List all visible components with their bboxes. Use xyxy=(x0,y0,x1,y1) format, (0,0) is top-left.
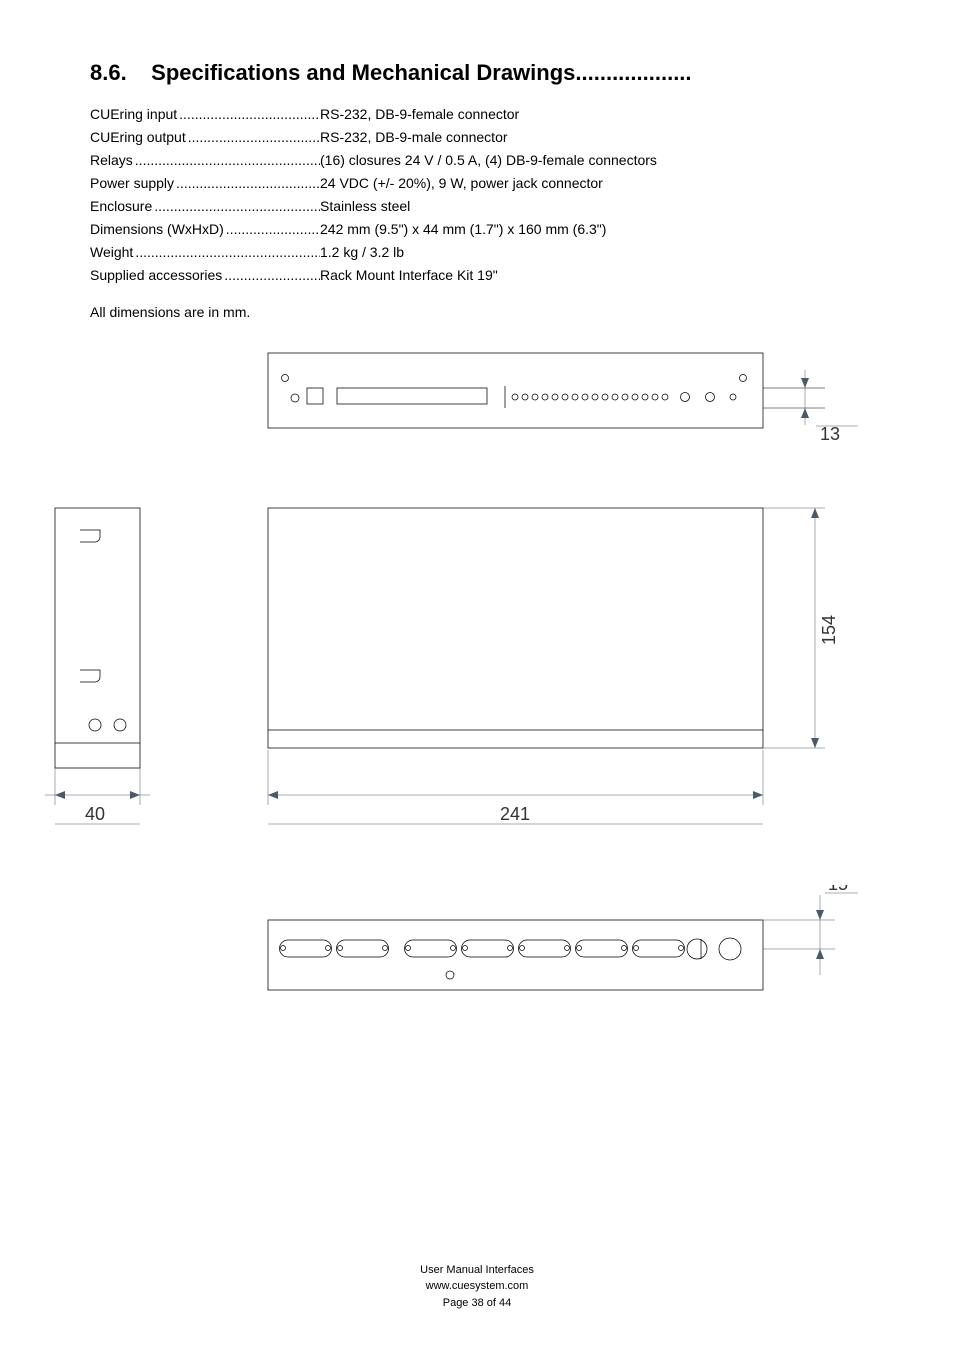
footer: User Manual Interfaces www.cuesystem.com… xyxy=(0,1262,954,1312)
spec-label: CUEring input xyxy=(90,104,320,125)
spec-value: (16) closures 24 V / 0.5 A, (4) DB-9-fem… xyxy=(320,150,864,171)
spec-list: CUEring input RS-232, DB-9-female connec… xyxy=(90,104,864,286)
footer-line3: Page 38 of 44 xyxy=(0,1295,954,1312)
section-heading: 8.6. Specifications and Mechanical Drawi… xyxy=(90,60,864,86)
spec-value: Rack Mount Interface Kit 19" xyxy=(320,265,864,286)
spec-label: Relays xyxy=(90,150,320,171)
spec-row: Dimensions (WxHxD) 242 mm (9.5") x 44 mm… xyxy=(90,219,864,240)
spec-value: 24 VDC (+/- 20%), 9 W, power jack connec… xyxy=(320,173,864,194)
dim-40: 40 xyxy=(85,804,105,824)
spec-label: Weight xyxy=(90,242,320,263)
spec-value: Stainless steel xyxy=(320,196,864,217)
spec-label: Dimensions (WxHxD) xyxy=(90,219,320,240)
bottom-view-drawing: 15 xyxy=(265,885,865,1015)
dim-241: 241 xyxy=(500,804,530,824)
spec-label: Enclosure xyxy=(90,196,320,217)
dimensions-note: All dimensions are in mm. xyxy=(90,304,864,320)
spec-row: Power supply 24 VDC (+/- 20%), 9 W, powe… xyxy=(90,173,864,194)
spec-row: Relays (16) closures 24 V / 0.5 A, (4) D… xyxy=(90,150,864,171)
footer-line1: User Manual Interfaces xyxy=(0,1262,954,1279)
spec-row: CUEring output RS-232, DB-9-male connect… xyxy=(90,127,864,148)
spec-value: RS-232, DB-9-female connector xyxy=(320,104,864,125)
top-panel-drawing: 13 xyxy=(265,350,860,445)
dim-13: 13 xyxy=(820,424,840,444)
section-number: 8.6. xyxy=(90,60,127,85)
spec-row: Weight 1.2 kg / 3.2 lb xyxy=(90,242,864,263)
section-dots: ................... xyxy=(575,60,691,85)
spec-value: 242 mm (9.5") x 44 mm (1.7") x 160 mm (6… xyxy=(320,219,864,240)
spec-label: CUEring output xyxy=(90,127,320,148)
front-view-drawing: 241 154 xyxy=(265,505,865,840)
dim-15: 15 xyxy=(828,885,848,894)
footer-line2: www.cuesystem.com xyxy=(0,1278,954,1295)
spec-value: 1.2 kg / 3.2 lb xyxy=(320,242,864,263)
side-view-drawing: 40 xyxy=(40,505,175,840)
section-title: Specifications and Mechanical Drawings xyxy=(151,60,575,85)
spec-label: Supplied accessories xyxy=(90,265,320,286)
spec-label: Power supply xyxy=(90,173,320,194)
dim-154: 154 xyxy=(819,615,839,645)
spec-row: CUEring input RS-232, DB-9-female connec… xyxy=(90,104,864,125)
spec-row: Enclosure Stainless steel xyxy=(90,196,864,217)
spec-row: Supplied accessories Rack Mount Interfac… xyxy=(90,265,864,286)
spec-value: RS-232, DB-9-male connector xyxy=(320,127,864,148)
